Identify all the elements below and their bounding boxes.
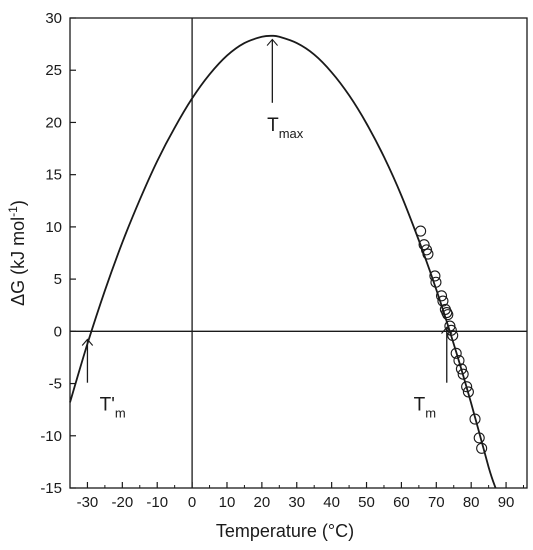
y-tick-label: 10	[45, 219, 62, 236]
y-axis-label: ΔG (kJ mol-1)	[6, 200, 28, 306]
x-tick-label: 10	[219, 494, 236, 511]
y-axis-label-superscript: -1	[6, 206, 20, 217]
data-point	[442, 309, 454, 321]
annotation-label: T'm	[100, 395, 126, 421]
data-point	[447, 329, 459, 342]
y-tick-label: 25	[45, 62, 62, 79]
y-axis-ticks: -15 -10 -5 0 5 10 15 20 25 30	[40, 10, 76, 497]
reference-lines	[70, 18, 527, 488]
y-tick-label: -5	[49, 376, 62, 393]
annotation-label-subscript: m	[425, 406, 436, 421]
annotation-label-main: T'	[100, 395, 115, 416]
data-point	[455, 363, 467, 375]
x-tick-label: -20	[111, 494, 133, 511]
y-axis-label-close: )	[8, 200, 28, 206]
annotation-label-main: T	[414, 395, 426, 416]
x-tick-label: 60	[393, 494, 410, 511]
data-point	[437, 295, 449, 307]
x-tick-label: 40	[323, 494, 340, 511]
data-point	[429, 270, 441, 282]
annotation-label-subscript: max	[279, 126, 304, 141]
annotation-label-main: T	[267, 115, 279, 136]
data-point	[422, 248, 434, 260]
x-tick-label: 80	[463, 494, 480, 511]
x-tick-label: 50	[358, 494, 375, 511]
y-tick-label: -15	[40, 480, 62, 497]
annotation-label-subscript: m	[115, 406, 126, 421]
annotation: Tm	[414, 326, 453, 421]
data-point	[415, 225, 427, 237]
annotation: Tmax	[266, 38, 304, 141]
y-axis-label-main: ΔG (kJ mol	[8, 217, 28, 306]
plot-frame-group	[69, 17, 528, 489]
data-point	[462, 386, 474, 398]
curve-group	[69, 34, 497, 489]
plot-frame	[69, 17, 528, 489]
data-point	[469, 413, 481, 425]
y-tick-label: 5	[54, 271, 62, 288]
y-tick-label: -10	[40, 428, 62, 445]
fitted-curve	[69, 34, 497, 489]
annotation-label: Tm	[414, 395, 436, 421]
data-point	[473, 432, 485, 444]
data-point	[453, 355, 465, 367]
data-point	[450, 347, 462, 359]
y-tick-label: 20	[45, 114, 62, 131]
x-axis-label: Temperature (°C)	[216, 521, 354, 541]
data-point	[461, 381, 473, 393]
annotation-label: Tmax	[267, 115, 304, 141]
x-tick-label: 70	[428, 494, 445, 511]
x-tick-label: 20	[254, 494, 271, 511]
x-tick-label: -30	[77, 494, 99, 511]
data-point	[430, 276, 442, 288]
data-point	[435, 290, 448, 302]
y-tick-label: 30	[45, 10, 62, 27]
data-point	[476, 442, 488, 454]
x-tick-label: 0	[188, 494, 196, 511]
data-point	[457, 368, 469, 380]
y-tick-label: 0	[54, 323, 62, 340]
data-point	[418, 239, 430, 251]
x-axis-ticks: -30 -20 -10 0 10 20 30 40 50 60 70 80 90	[69, 482, 525, 511]
x-tick-label: 30	[288, 494, 305, 511]
annotation: T'm	[81, 338, 126, 421]
x-tick-label: 90	[498, 494, 515, 511]
y-tick-label: 15	[45, 167, 62, 184]
x-tick-label: -10	[146, 494, 168, 511]
